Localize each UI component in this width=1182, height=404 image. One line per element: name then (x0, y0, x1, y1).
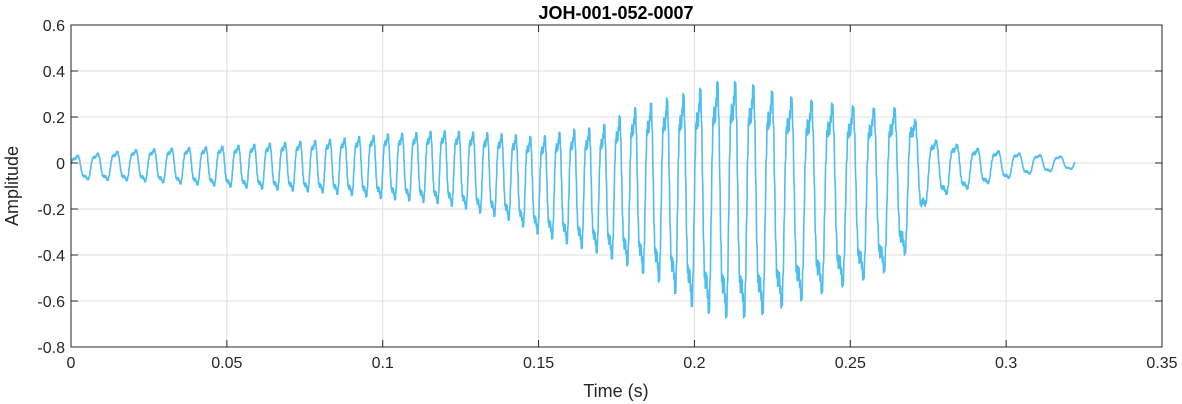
x-tick-label: 0.25 (835, 355, 866, 372)
x-tick-label: 0.2 (683, 355, 705, 372)
x-axis-label: Time (s) (583, 381, 648, 401)
y-tick-label: 0.4 (43, 64, 65, 81)
y-axis-label: Amplitude (2, 146, 22, 226)
y-tick-label: -0.8 (37, 340, 65, 357)
x-tick-label: 0.05 (211, 355, 242, 372)
chart-title: JOH-001-052-0007 (538, 3, 693, 23)
waveform-line (70, 80, 1076, 319)
x-ticks: 0 0.05 0.1 0.15 0.2 0.25 0.3 0.35 (67, 25, 1178, 372)
x-tick-label: 0.15 (523, 355, 554, 372)
y-tick-label: -0.4 (37, 248, 65, 265)
x-tick-label: 0.35 (1146, 355, 1177, 372)
y-ticks: -0.8 -0.6 -0.4 -0.2 0 0.2 0.4 0.6 (37, 18, 1162, 357)
waveform-series (70, 80, 1076, 319)
plot-area (71, 25, 1162, 347)
x-tick-label: 0.1 (372, 355, 394, 372)
plot-frame (70, 24, 1163, 348)
x-tick-label: 0 (67, 355, 76, 372)
x-tick-label: 0.3 (995, 355, 1017, 372)
y-tick-label: -0.6 (37, 294, 65, 311)
y-tick-label: 0.6 (43, 18, 65, 35)
y-tick-label: 0.2 (43, 110, 65, 127)
y-tick-label: 0 (56, 156, 65, 173)
y-tick-label: -0.2 (37, 202, 65, 219)
